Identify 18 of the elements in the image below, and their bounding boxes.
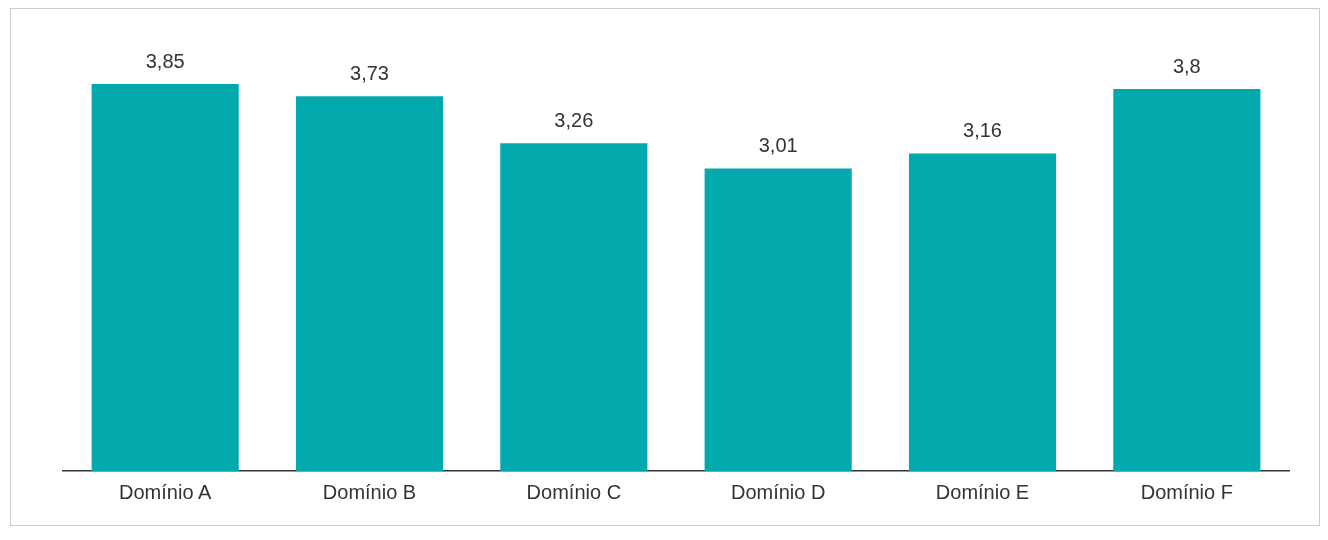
x-tick-label: Domínio B [322, 480, 417, 503]
x-tick-label: Domínio C [526, 480, 622, 503]
data-label: 3,26 [554, 108, 594, 131]
data-label: 3,73 [350, 61, 389, 84]
x-tick-label: Domínio D [730, 480, 826, 503]
bar [704, 168, 852, 471]
bar [91, 84, 239, 471]
bar [908, 153, 1057, 471]
bar [500, 143, 648, 471]
data-label: 3,85 [145, 49, 185, 72]
bar [295, 96, 444, 471]
x-tick-label: Domínio A [119, 480, 212, 503]
data-label: 3,01 [758, 134, 798, 157]
bar [1113, 89, 1261, 471]
data-label: 3,16 [963, 118, 1002, 141]
x-tick-label: Domínio F [1140, 480, 1233, 503]
x-tick-label: Domínio E [935, 480, 1030, 503]
data-label: 3,8 [1172, 54, 1201, 77]
